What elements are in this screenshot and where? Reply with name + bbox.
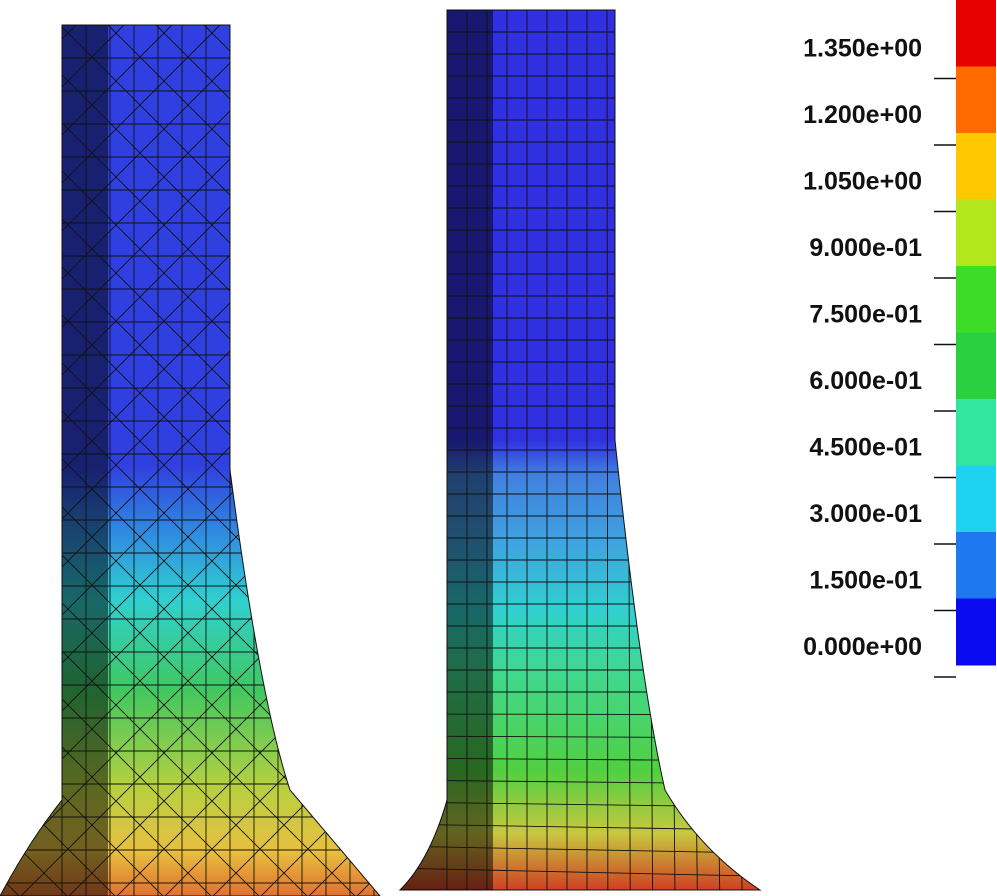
mesh-line xyxy=(686,10,698,890)
mesh-line xyxy=(0,25,365,896)
mesh-line xyxy=(0,25,380,896)
mesh-line xyxy=(59,25,380,896)
mesh-line xyxy=(59,25,380,896)
legend-label: 1.500e-01 xyxy=(809,567,922,595)
legend-label: 4.500e-01 xyxy=(809,434,922,462)
mesh-line xyxy=(767,0,787,896)
legend-band xyxy=(956,465,996,533)
mesh-line xyxy=(606,10,609,890)
mesh-line xyxy=(400,889,760,890)
legend-label: 7.500e-01 xyxy=(809,301,922,329)
legend-band xyxy=(956,598,996,666)
mesh-line xyxy=(0,25,29,896)
mesh-line xyxy=(0,25,269,896)
mesh-line xyxy=(0,25,380,896)
mesh-line xyxy=(0,25,380,896)
legend-band xyxy=(956,332,996,400)
mesh-line xyxy=(666,10,676,890)
mesh-line xyxy=(0,25,221,896)
legend-band xyxy=(956,66,996,134)
legend-label: 9.000e-01 xyxy=(809,234,922,262)
mesh-line xyxy=(0,25,269,896)
mesh-line xyxy=(0,25,380,896)
mesh-line xyxy=(0,25,29,896)
mesh-line xyxy=(706,10,721,890)
mesh-line xyxy=(0,25,317,896)
legend-band xyxy=(956,532,996,599)
mesh-line xyxy=(400,845,760,854)
legend-band xyxy=(956,266,996,333)
mesh-line xyxy=(746,10,760,890)
legend-label: 3.000e-01 xyxy=(809,500,922,528)
mesh-line xyxy=(0,25,365,896)
color-legend: 1.350e+00 1.200e+00 1.050e+00 9.000e-01 7.50… xyxy=(803,0,996,678)
mesh-line xyxy=(0,25,380,896)
legend-label: 1.200e+00 xyxy=(803,101,922,129)
quad-mesh xyxy=(398,0,787,896)
mesh-line xyxy=(11,25,380,896)
legend-band xyxy=(956,0,996,67)
legend-band xyxy=(956,199,996,267)
mesh-face xyxy=(0,24,381,896)
mesh-line xyxy=(400,867,760,877)
mesh-side xyxy=(0,25,108,896)
legend-label: 1.350e+00 xyxy=(803,35,922,63)
mesh-line xyxy=(0,25,221,896)
legend-label: 6.000e-01 xyxy=(809,367,922,395)
legend-label: 1.050e+00 xyxy=(803,168,922,196)
mesh-line xyxy=(0,25,317,896)
mesh-line xyxy=(0,25,380,896)
legend-band xyxy=(956,133,996,200)
mesh-line xyxy=(107,25,380,896)
mesh-line xyxy=(11,25,380,896)
legend-band xyxy=(956,399,996,466)
legend-label: 0.000e+00 xyxy=(803,633,922,661)
mesh-line xyxy=(726,10,743,890)
